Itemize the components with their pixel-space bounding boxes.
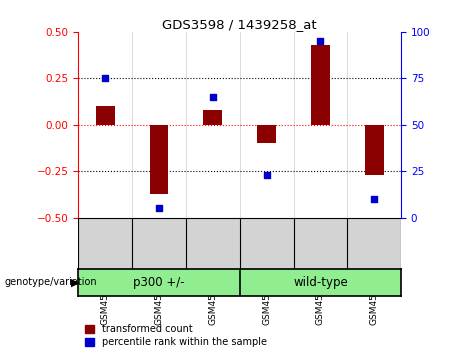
Legend: transformed count, percentile rank within the sample: transformed count, percentile rank withi…	[83, 322, 269, 349]
Point	[209, 94, 217, 100]
Bar	[311, 45, 330, 125]
Text: wild-type: wild-type	[293, 276, 348, 289]
Point	[317, 38, 324, 44]
Point	[101, 75, 109, 81]
Bar	[203, 110, 222, 125]
Bar	[150, 125, 168, 194]
Text: ▶: ▶	[71, 277, 80, 287]
Text: genotype/variation: genotype/variation	[5, 277, 97, 287]
Bar	[96, 106, 115, 125]
Title: GDS3598 / 1439258_at: GDS3598 / 1439258_at	[162, 18, 317, 31]
Point	[371, 196, 378, 202]
Point	[155, 206, 163, 211]
Bar	[365, 125, 384, 175]
Point	[263, 172, 270, 178]
Text: p300 +/-: p300 +/-	[133, 276, 185, 289]
Bar	[257, 125, 276, 143]
